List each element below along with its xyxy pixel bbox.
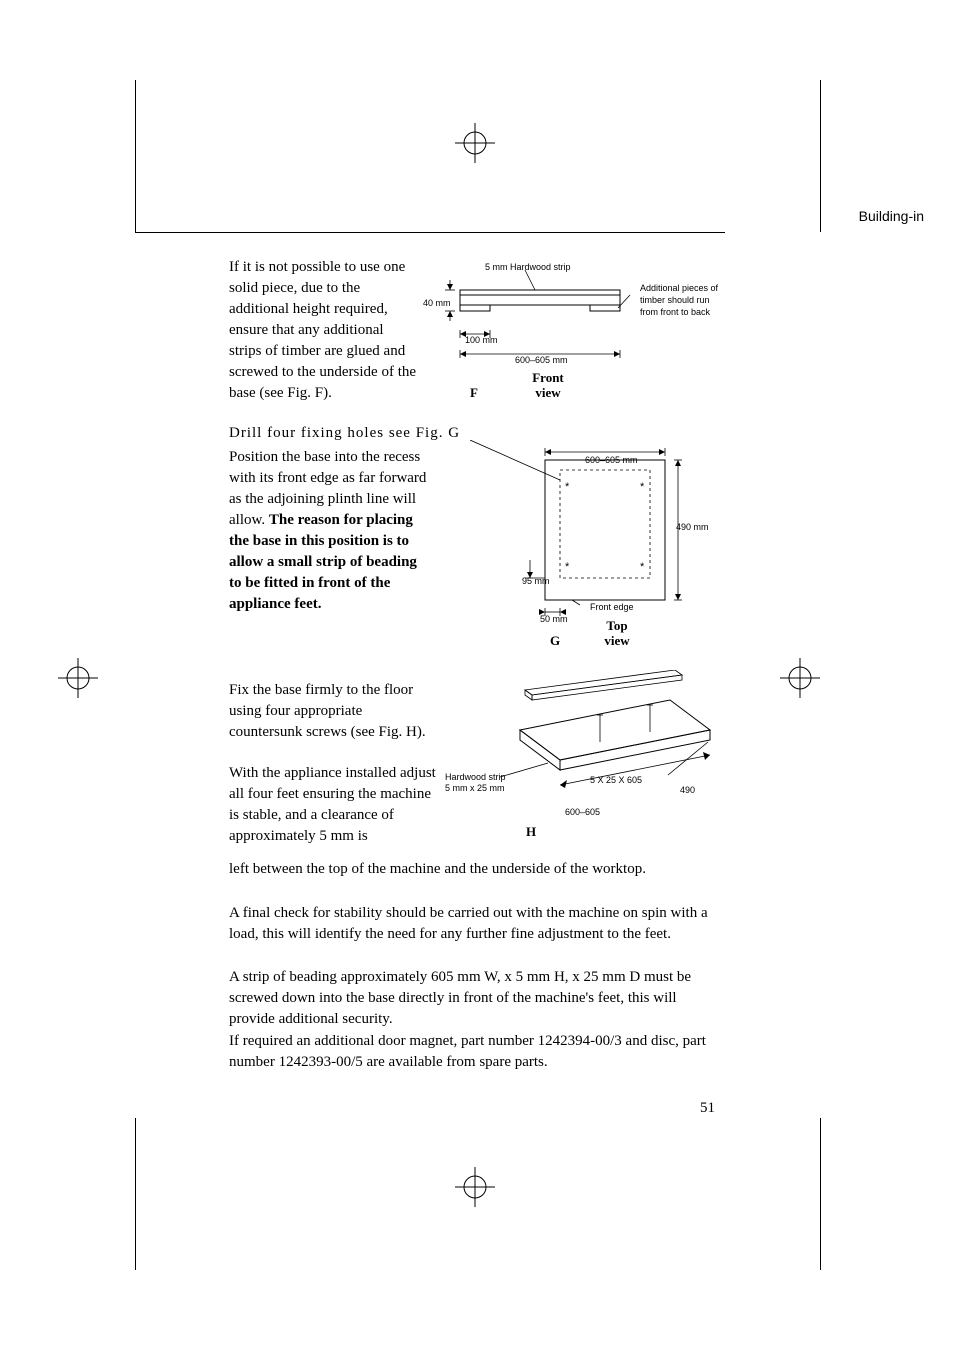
margin-rule-top-left [135,80,136,232]
figf-100mm: 100 mm [465,335,498,345]
figh-490: 490 [680,785,695,795]
figh-callout-l2: 5 mm x 25 mm [445,783,505,793]
figf-additional-l2: timber should run [640,295,710,305]
figg-490: 490 mm [676,522,709,532]
paragraph-3: Fix the base firmly to the floor using f… [229,680,439,743]
figg-caption-l2: view [597,633,637,649]
page: Building-in If it is not possible to use… [0,0,954,1351]
paragraph-7: If required an additional door magnet, p… [229,1031,725,1073]
figg-label: G [550,633,560,649]
crop-mark-right [780,638,820,718]
margin-rule-top-right [820,80,821,232]
paragraph-5: A final check for stability should be ca… [229,903,725,945]
figg-50: 50 mm [540,614,568,624]
figh-callout-l1: Hardwood strip [445,772,506,782]
figf-600-605: 600–605 mm [515,355,568,365]
figh-5x25x605: 5 X 25 X 605 [590,775,642,785]
svg-text:*: * [640,561,645,573]
figf-40mm: 40 mm [423,298,451,308]
figg-caption-l1: Top [597,618,637,634]
paragraph-2: Position the base into the recess with i… [229,447,429,615]
figg-95: 95 mm [522,576,550,586]
figg-front-edge: Front edge [590,602,634,612]
paragraph-6: A strip of beading approximately 605 mm … [229,967,725,1030]
running-header: Building-in [859,208,924,224]
figh-label: H [526,824,536,840]
margin-rule-bottom-left [135,1118,136,1270]
content-top-rule [135,232,725,233]
figf-additional-l1: Additional pieces of [640,283,718,293]
paragraph-1: If it is not possible to use one solid p… [229,257,419,404]
figf-label: F [470,385,478,401]
paragraph-4b: left between the top of the machine and … [229,859,725,880]
crop-mark-bottom [435,1167,515,1207]
svg-text:*: * [565,481,570,493]
figh-600-605: 600–605 [565,807,600,817]
figf-additional-l3: from front to back [640,307,710,317]
figf-caption-l1: Front [523,370,573,386]
crop-mark-left [58,638,98,718]
paragraph-4a: With the appliance installed adjust all … [229,763,439,847]
figf-hardwood-callout: 5 mm Hardwood strip [485,262,571,272]
figf-caption-l2: view [523,385,573,401]
page-number: 51 [700,1100,715,1117]
figg-600-605: 600–605 mm [585,455,638,465]
crop-mark-top [435,123,515,163]
margin-rule-bottom-right [820,1118,821,1270]
svg-text:*: * [565,561,570,573]
svg-text:*: * [640,481,645,493]
